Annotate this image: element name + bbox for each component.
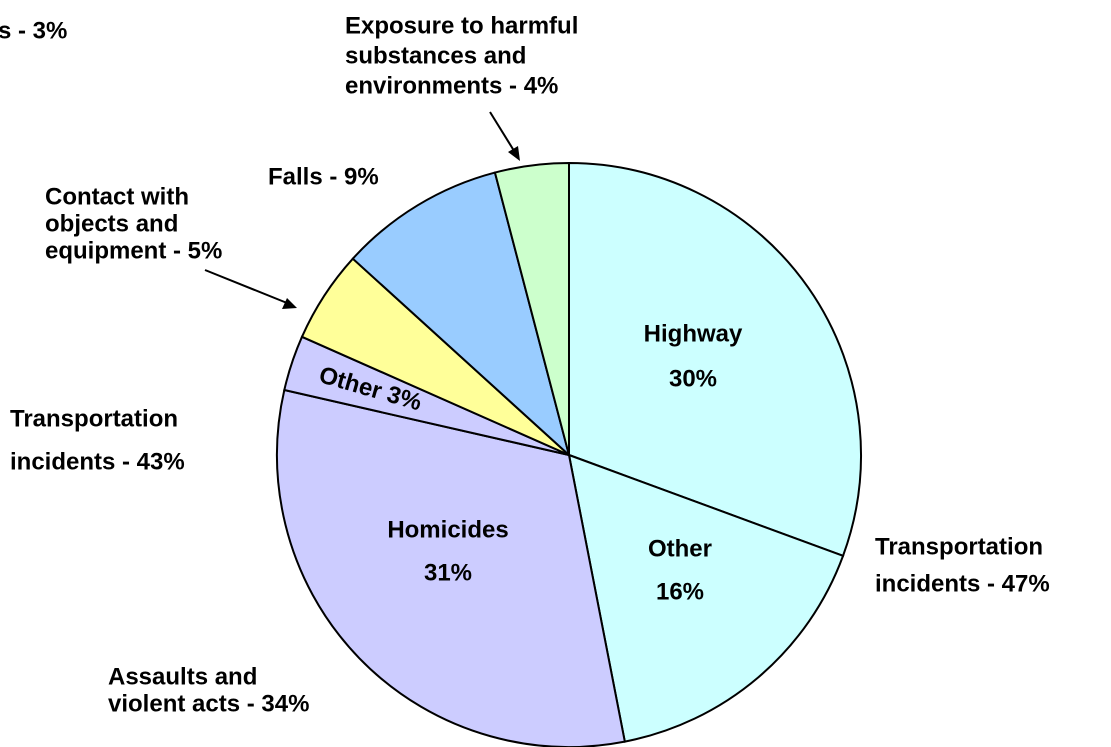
slice-label: 30% bbox=[669, 365, 717, 392]
slice-label: Other bbox=[648, 535, 712, 562]
slice-label: Contact with bbox=[45, 183, 189, 210]
pie-slice bbox=[493, 161, 570, 456]
slice-label: Exposure to harmful bbox=[345, 12, 578, 39]
pie-slice bbox=[351, 171, 571, 459]
group-label: s - 3% bbox=[0, 17, 67, 44]
leader-line bbox=[489, 111, 517, 155]
slice-label: environments - 4% bbox=[345, 72, 558, 99]
group-label: Assaults and bbox=[108, 663, 257, 690]
arrow-head bbox=[282, 298, 297, 309]
slice-label: equipment - 5% bbox=[45, 237, 222, 264]
group-label: Transportation bbox=[10, 405, 178, 432]
group-label: incidents - 43% bbox=[10, 448, 185, 475]
pie-slice bbox=[568, 161, 862, 558]
slice-label: 31% bbox=[424, 559, 472, 586]
arrow-head bbox=[508, 146, 520, 161]
pie bbox=[276, 161, 862, 747]
slice-label: Homicides bbox=[387, 516, 508, 543]
group-label: violent acts - 34% bbox=[108, 690, 309, 717]
slice-label: Highway bbox=[644, 320, 743, 347]
pie-slice bbox=[567, 453, 845, 743]
slice-label: Falls - 9% bbox=[268, 163, 379, 190]
pie-slice bbox=[276, 388, 626, 747]
slice-label: 16% bbox=[656, 578, 704, 605]
leader-line bbox=[204, 269, 293, 306]
group-label: Transportation bbox=[875, 533, 1043, 560]
slice-label: substances and bbox=[345, 42, 526, 69]
group-label: incidents - 47% bbox=[875, 570, 1050, 597]
slice-label: objects and bbox=[45, 210, 178, 237]
